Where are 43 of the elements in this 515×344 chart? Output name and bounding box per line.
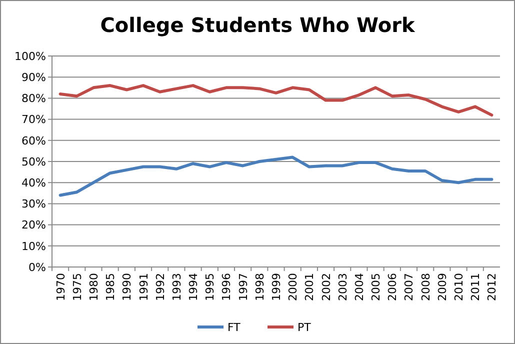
x-tick-label: 2009 bbox=[436, 273, 449, 301]
x-tick-label: 2006 bbox=[386, 273, 400, 301]
x-tick-label: 1995 bbox=[204, 273, 217, 301]
x-tick-label: 1994 bbox=[187, 273, 200, 301]
x-tick-label: 2003 bbox=[336, 273, 350, 301]
x-tick-label: 1996 bbox=[220, 273, 234, 301]
y-tick-label: 20% bbox=[22, 218, 46, 232]
x-tick-label: 2007 bbox=[402, 273, 416, 301]
x-tick-label: 1997 bbox=[236, 273, 250, 301]
x-tick-label: 1993 bbox=[170, 273, 184, 301]
x-tick-label: 2010 bbox=[452, 273, 466, 301]
legend-label: PT bbox=[298, 320, 312, 334]
y-tick-label: 70% bbox=[22, 113, 46, 126]
x-tick-label: 2002 bbox=[320, 273, 333, 301]
x-tick-label: 1991 bbox=[137, 273, 150, 301]
y-tick-label: 40% bbox=[22, 176, 46, 190]
x-tick-label: 1998 bbox=[253, 273, 266, 301]
x-tick-label: 2001 bbox=[303, 273, 316, 301]
x-tick-label: 1975 bbox=[70, 273, 84, 301]
y-tick-label: 50% bbox=[22, 155, 46, 168]
x-tick-label: 2000 bbox=[286, 273, 300, 301]
y-tick-label: 60% bbox=[22, 134, 46, 148]
line-series bbox=[58, 84, 494, 117]
x-tick-label: 2005 bbox=[370, 273, 383, 301]
y-tick-label: 80% bbox=[22, 92, 46, 106]
y-tick-label: 0% bbox=[28, 260, 46, 274]
x-tick-label: 1980 bbox=[87, 273, 100, 301]
x-tick-label: 1992 bbox=[154, 273, 167, 301]
y-tick-label: 30% bbox=[22, 198, 46, 211]
x-tick-label: 1999 bbox=[270, 273, 283, 301]
x-tick-label: 2008 bbox=[419, 273, 432, 301]
x-tick-label: 1990 bbox=[120, 273, 134, 301]
y-tick-label: 10% bbox=[22, 240, 46, 253]
x-tick-label: 1985 bbox=[104, 273, 118, 301]
line-series bbox=[58, 156, 494, 197]
y-tick-label: 100% bbox=[14, 50, 46, 63]
x-tick-label: 2004 bbox=[352, 273, 366, 301]
y-tick-label: 90% bbox=[22, 70, 46, 84]
x-tick-label: 2011 bbox=[469, 273, 482, 301]
x-tick-label: 1970 bbox=[54, 273, 68, 301]
legend-label: FT bbox=[228, 320, 241, 334]
chart-title: College Students Who Work bbox=[100, 13, 416, 37]
x-tick-label: 2012 bbox=[486, 273, 499, 301]
